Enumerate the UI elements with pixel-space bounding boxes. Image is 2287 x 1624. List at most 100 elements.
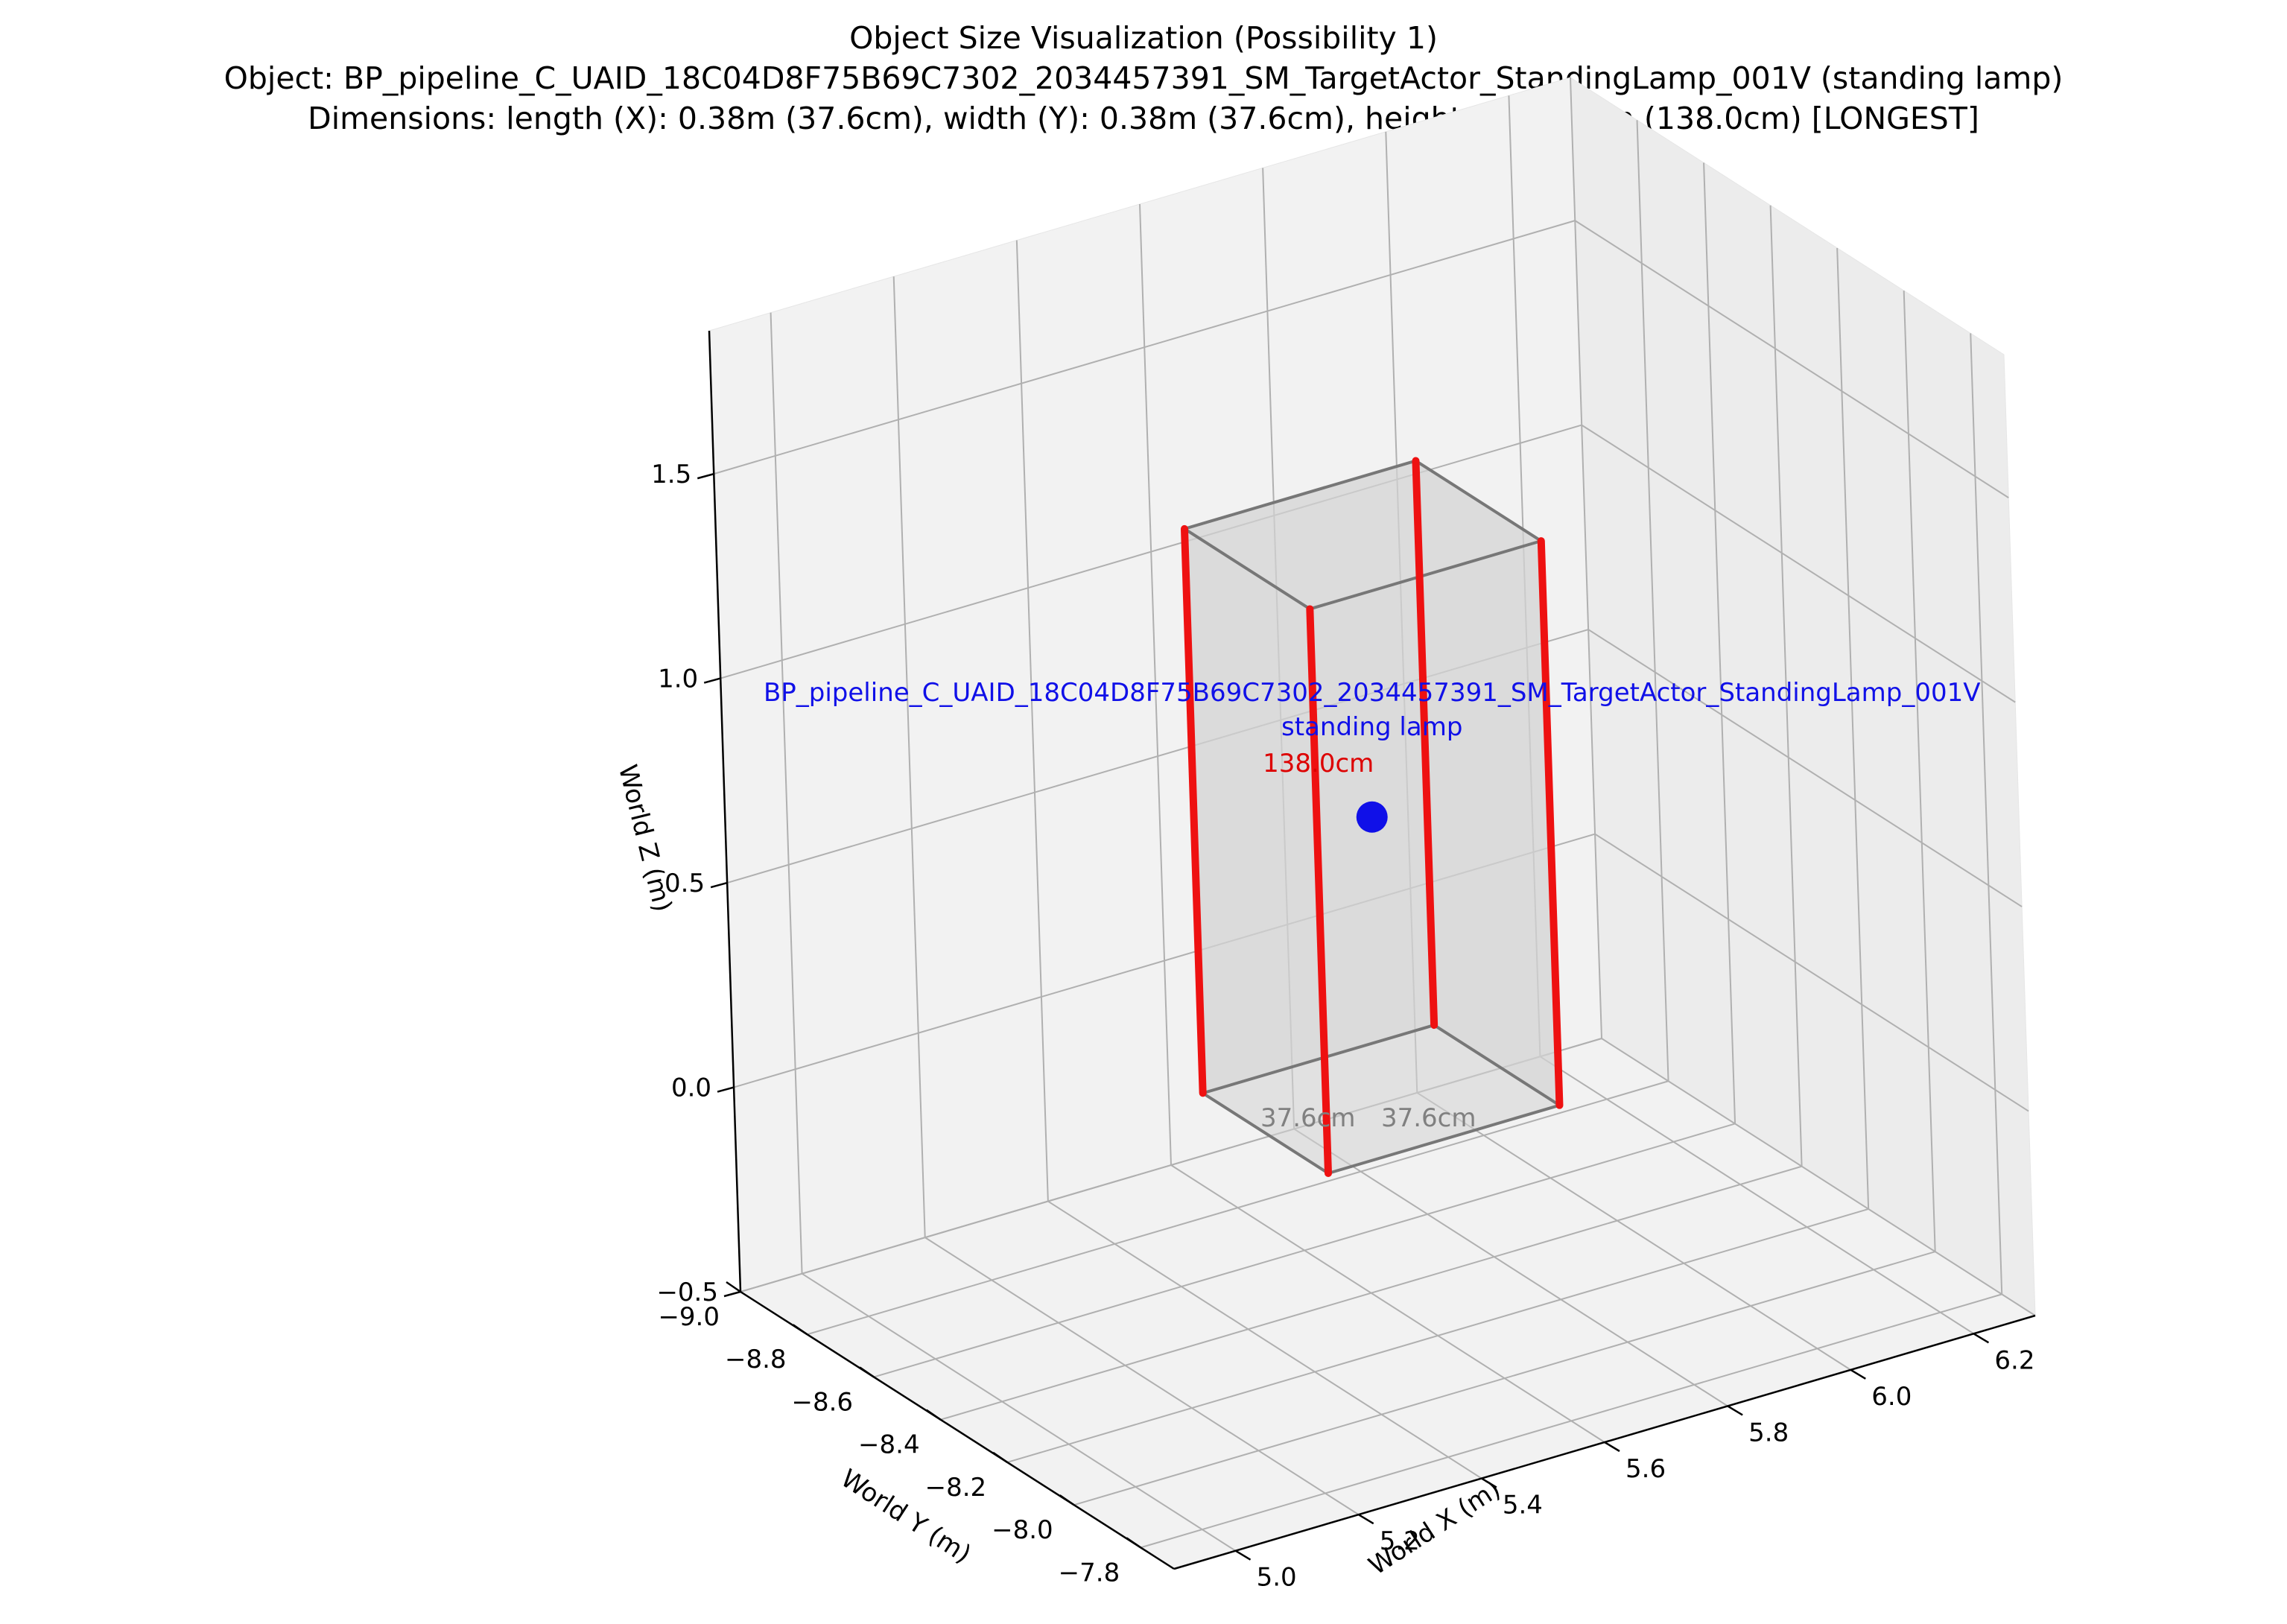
x-tick-label: 5.8 (1748, 1418, 1789, 1447)
x-tick-mark (1234, 1550, 1252, 1561)
grid-line-x (1170, 1164, 1605, 1443)
grid-line-y (807, 1080, 1669, 1336)
grid-line-x (1293, 1128, 1728, 1407)
object-box (1180, 457, 1564, 1177)
y-axis-line (740, 1290, 1175, 1570)
grid-line-y (940, 1165, 1802, 1421)
y-tick-mark (1126, 1537, 1141, 1549)
grid-line-x (1047, 1200, 1482, 1479)
object-type-label: standing lamp (1281, 712, 1462, 742)
x-tick-mark (1727, 1405, 1743, 1416)
grid-line-y (1140, 1293, 2002, 1549)
height-dimension-label: 138.0cm (1263, 749, 1374, 778)
z-tick-mark (703, 677, 721, 684)
grid-line-z (1581, 424, 2016, 703)
grid-line-z (1594, 833, 2029, 1112)
y-tick-mark (925, 1409, 942, 1421)
box-edge-top (1308, 539, 1543, 611)
height-edge (1306, 605, 1332, 1177)
object-name-label: BP_pipeline_C_UAID_18C04D8F75B69C7302_20… (764, 678, 1981, 708)
height-edge (1537, 537, 1564, 1109)
chart-title-block: Object Size Visualization (Possibility 1… (0, 18, 2287, 139)
z-tick-label: 0.5 (664, 869, 705, 898)
z-tick-label: 1.5 (651, 460, 691, 489)
x-tick-label: 5.6 (1625, 1454, 1666, 1484)
x-tick-label: 6.2 (1994, 1345, 2034, 1375)
y-tick-label: −8.4 (858, 1430, 920, 1460)
grid-line-x (1139, 203, 1172, 1166)
grid-line-x (892, 276, 926, 1238)
chart-subtitle-object: Object: BP_pipeline_C_UAID_18C04D8F75B69… (223, 60, 2064, 96)
y-tick-label: −8.0 (992, 1515, 1053, 1545)
z-tick-mark (697, 472, 714, 480)
y-tick-label: −7.8 (1059, 1558, 1120, 1587)
z-tick-mark (717, 1086, 735, 1093)
z-axis-label: World Z (m) (612, 762, 678, 916)
grid-line-y (1073, 1251, 1935, 1506)
y-tick-label: −8.2 (925, 1473, 987, 1503)
grid-line-y (1769, 205, 1803, 1167)
box-face-front-right (1310, 541, 1560, 1173)
grid-line-y (1903, 291, 1936, 1252)
x-tick-label: 6.0 (1871, 1382, 1912, 1412)
grid-line-x (1416, 1092, 1851, 1371)
grid-lines (713, 77, 2036, 1552)
chart-title: Object Size Visualization (Possibility 1… (849, 20, 1438, 56)
x-tick-mark (1973, 1333, 1990, 1344)
grid-line-x (770, 312, 803, 1274)
box-edge-bottom (1201, 1091, 1330, 1175)
grid-line-y (1836, 247, 1870, 1209)
grid-line-y (873, 1123, 1736, 1378)
chart-subtitle-dimensions: Dimensions: length (X): 0.38m (37.6cm), … (308, 101, 1979, 136)
z-tick-label: −0.5 (656, 1278, 718, 1307)
x-tick-label: 5.0 (1257, 1563, 1297, 1593)
y-tick-mark (992, 1451, 1008, 1463)
grid-line-x (1539, 1056, 1974, 1335)
height-edge (1180, 524, 1207, 1097)
z-tick-label: 0.0 (671, 1073, 711, 1103)
grid-line-x (1015, 240, 1049, 1202)
y-tick-label: −8.6 (792, 1387, 854, 1417)
x-tick-label: 5.2 (1380, 1526, 1420, 1556)
z-axis-line (708, 330, 742, 1292)
y-tick-label: −8.8 (725, 1345, 787, 1374)
grid-line-y (1636, 120, 1669, 1082)
box-face-front-left (1184, 528, 1328, 1173)
box-edge-bottom (1201, 1024, 1436, 1095)
z-tick-mark (723, 1290, 741, 1298)
grid-line-z (1601, 1038, 2036, 1316)
box-edge-top (1182, 527, 1312, 611)
box-face-top (1184, 460, 1541, 609)
grid-line-x (802, 1272, 1237, 1552)
grid-line-z (713, 220, 1576, 475)
grid-line-x (924, 1237, 1360, 1515)
grid-line-z (720, 424, 1582, 679)
grid-line-y (1006, 1208, 1869, 1463)
y-tick-mark (792, 1324, 808, 1336)
width-dimension-label: 37.6cm (1381, 1103, 1476, 1133)
grid-line-y (1970, 333, 2003, 1295)
z-tick-mark (710, 881, 728, 889)
grid-line-z (1574, 220, 2009, 498)
y-tick-mark (859, 1366, 875, 1378)
x-tick-mark (1481, 1477, 1497, 1488)
x-tick-mark (1358, 1514, 1374, 1525)
x-tick-label: 5.4 (1503, 1491, 1543, 1520)
grid-line-y (1703, 162, 1736, 1124)
y-tick-mark (726, 1281, 741, 1293)
box-edge-top (1414, 459, 1543, 543)
height-edge (1412, 457, 1439, 1030)
grid-line-z (1587, 629, 2023, 907)
box-edge-top (1182, 459, 1418, 530)
object-center-point (1356, 801, 1388, 833)
box-edge-bottom (1433, 1024, 1561, 1107)
box-edge-bottom (1326, 1103, 1561, 1175)
length-dimension-label: 37.6cm (1260, 1103, 1356, 1133)
grid-line-y (1570, 77, 1602, 1039)
y-tick-mark (1059, 1494, 1075, 1506)
tick-labels: −0.5 0.0 0.5 1.0 1.5 −9.0−8.8−8.6−8.4−8.2−8.0… (651, 460, 2034, 1593)
z-tick-label: 1.0 (658, 664, 698, 694)
x-tick-mark (1850, 1368, 1866, 1380)
x-tick-mark (1604, 1441, 1620, 1453)
